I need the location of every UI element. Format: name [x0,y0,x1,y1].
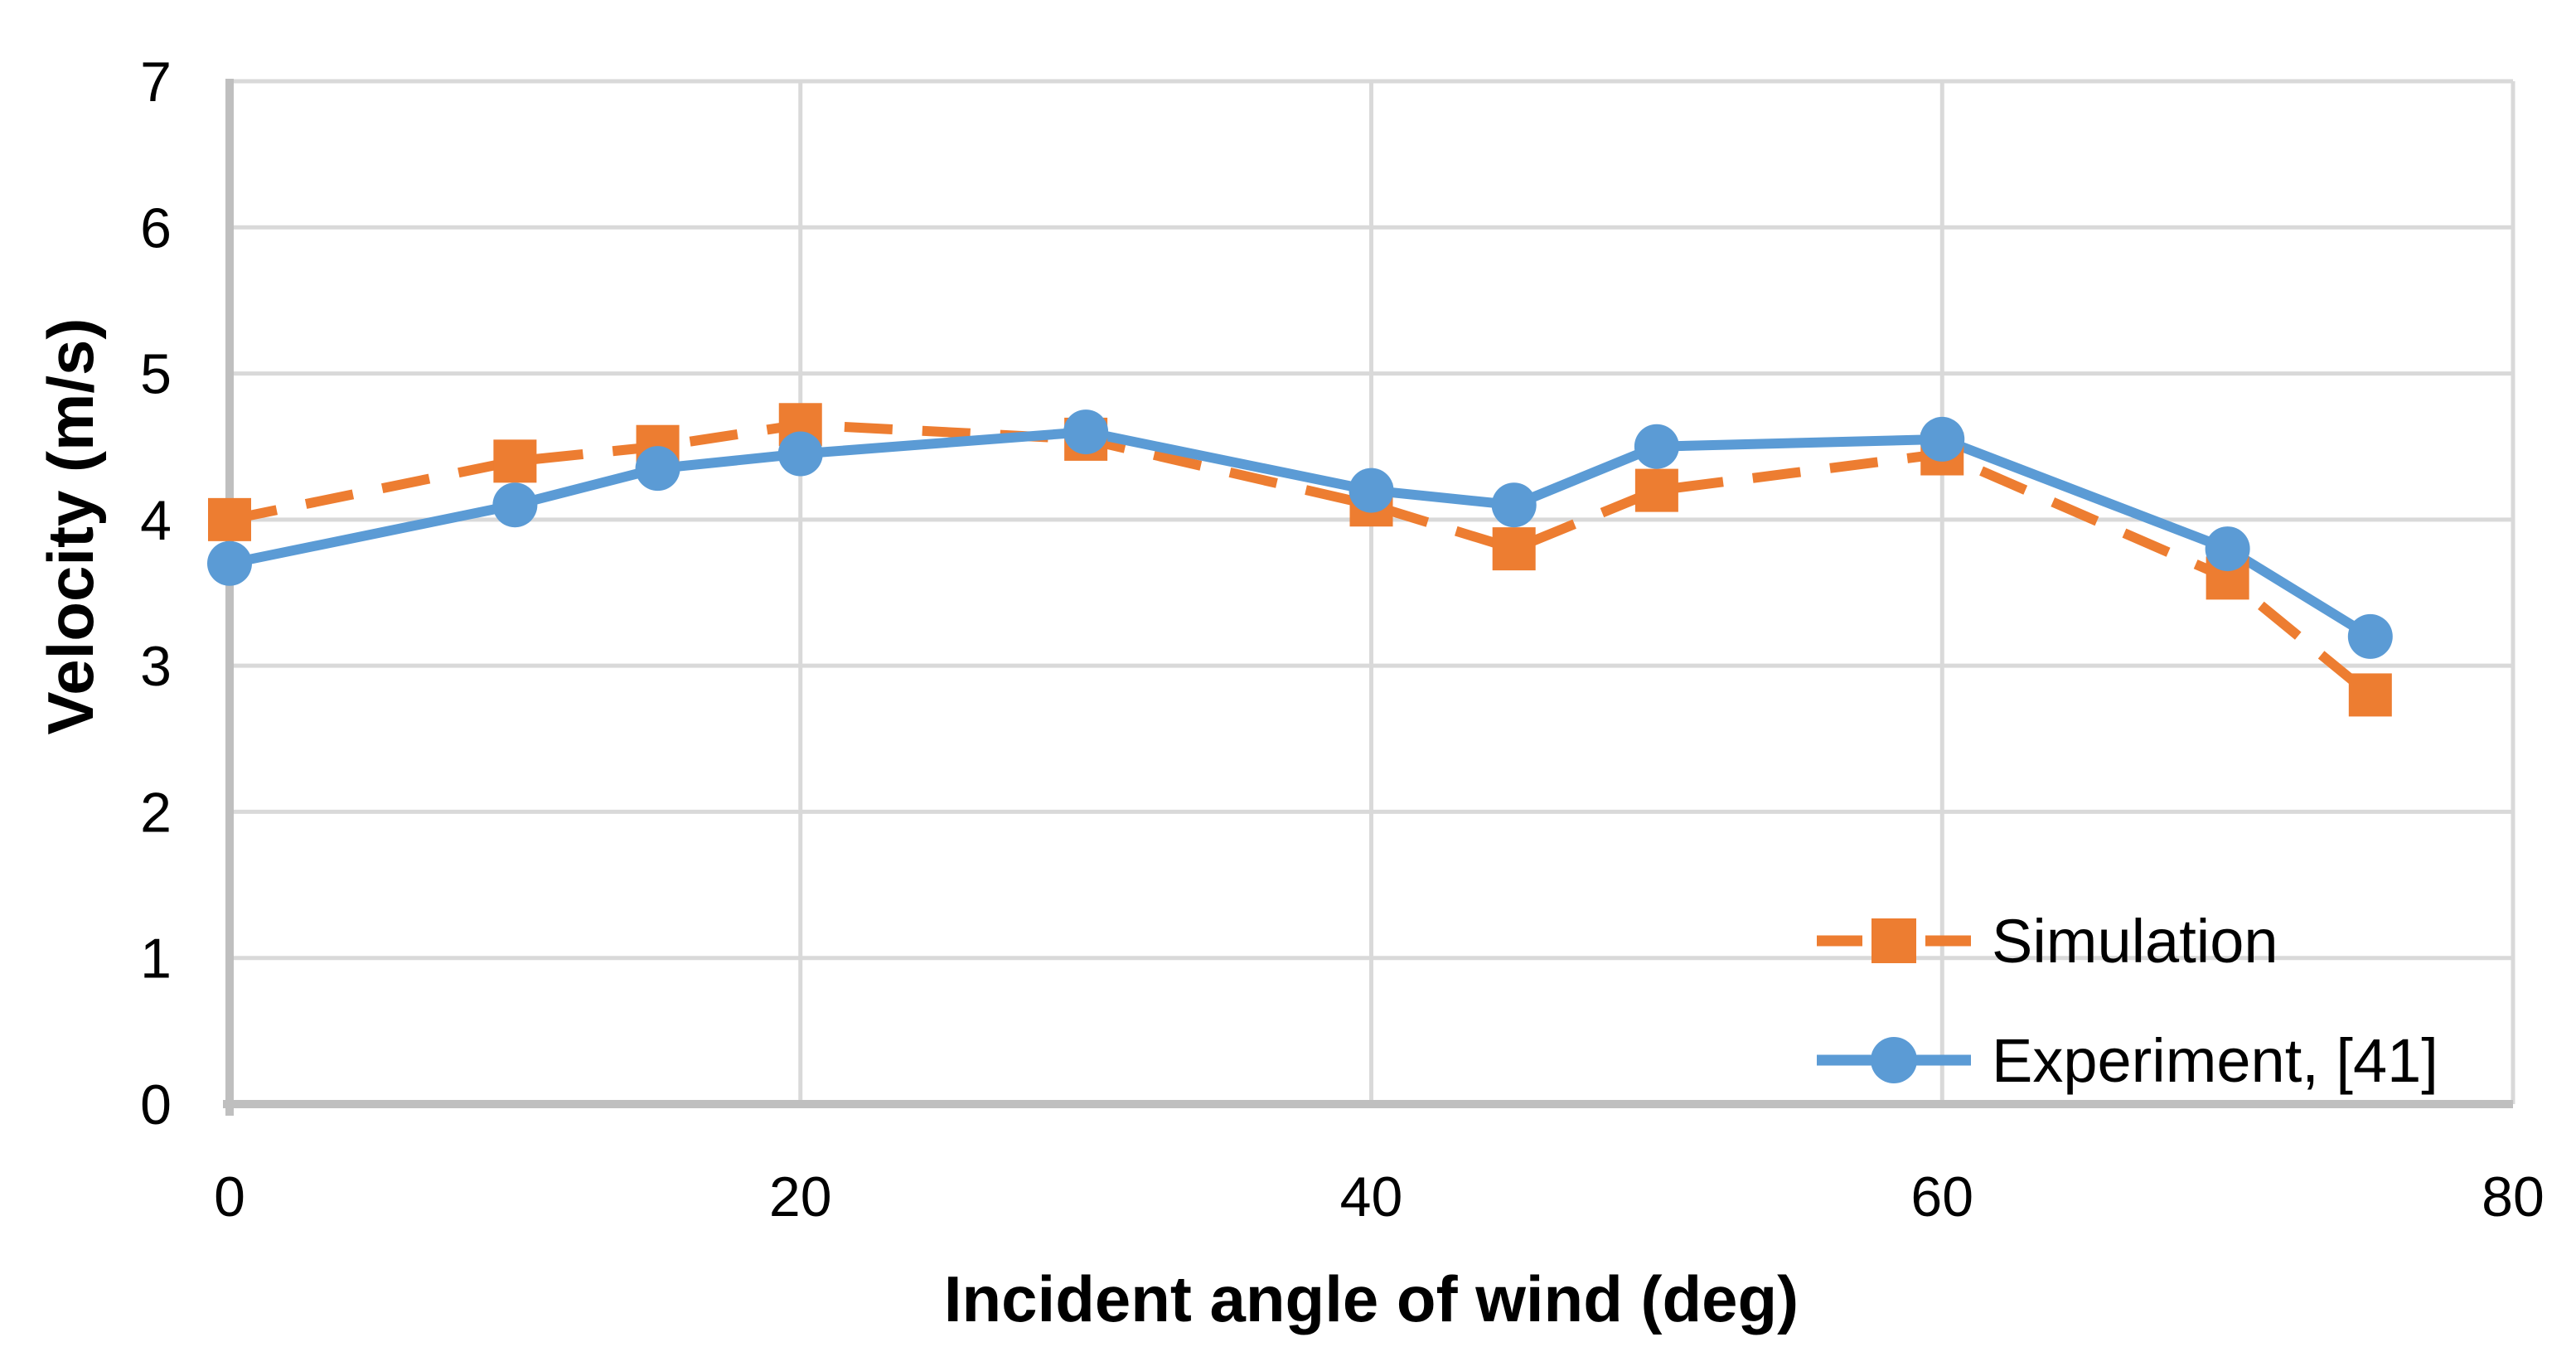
x-tick-label: 20 [769,1165,832,1228]
marker-circle-experiment [1349,467,1394,513]
series-line-experiment [228,427,2373,641]
legend-label-simulation: Simulation [1992,906,2278,976]
x-tick-label: 0 [214,1165,245,1228]
y-tick-label: 3 [140,635,172,698]
legend-item-experiment: Experiment, [41] [1815,1025,2438,1095]
marker-circle-experiment [2205,526,2250,572]
marker-circle-experiment [777,431,823,477]
series-line-simulation [228,419,2374,700]
marker-circle-experiment [1063,409,1109,455]
experiment-swatch-icon [1817,1037,1971,1083]
y-tick-label: 6 [140,196,172,259]
y-tick-label: 4 [140,489,172,552]
legend-label-experiment: Experiment, [41] [1992,1025,2438,1095]
y-tick-label: 1 [140,928,172,991]
marker-circle-experiment [2347,613,2393,659]
x-tick-label: 40 [1340,1165,1403,1228]
marker-square-simulation [493,439,537,483]
marker-circle-experiment [1920,416,1965,462]
y-tick-label: 5 [140,343,172,406]
marker-square-simulation [1634,468,1678,512]
marker-square-simulation [2348,673,2392,717]
legend: Simulation Experiment, [41] [1815,906,2438,1095]
marker-square-simulation [1492,527,1536,571]
x-axis-title: Incident angle of wind (deg) [943,1262,1799,1335]
simulation-swatch-icon [1817,918,1971,963]
marker-circle-experiment [492,482,538,528]
marker-square-simulation [208,497,251,541]
marker-circle-experiment [1491,482,1537,528]
x-tick-label: 80 [2482,1165,2545,1228]
marker-circle-experiment [207,540,252,586]
x-tick-label: 60 [1910,1165,1973,1228]
legend-item-simulation: Simulation [1815,906,2438,976]
y-tick-label: 7 [140,51,172,114]
y-tick-label: 0 [140,1073,172,1136]
marker-circle-experiment [1634,424,1679,469]
y-tick-label: 2 [140,781,172,844]
y-axis-title: Velocity (m/s) [34,317,107,735]
marker-circle-experiment [635,446,680,492]
